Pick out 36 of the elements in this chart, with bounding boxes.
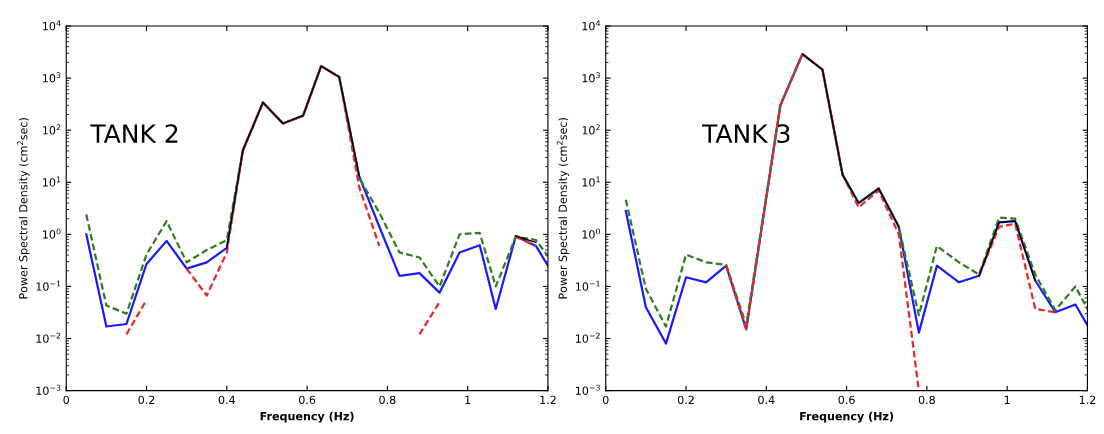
y-tick-label: 10$^{−3}$ xyxy=(36,384,61,395)
y-tick-label: 10$^{2}$ xyxy=(43,124,61,135)
y-tick-label: 10$^{0}$ xyxy=(582,228,600,239)
annotation: TANK 2 xyxy=(90,124,178,143)
x-axis-title: Frequency (Hz) xyxy=(260,411,354,423)
y-tick-label: 10$^{3}$ xyxy=(582,72,600,83)
x-tick-label: 0.8 xyxy=(379,395,396,405)
y-tick-label: 10$^{−3}$ xyxy=(575,384,600,395)
y-tick-label: 10$^{0}$ xyxy=(43,228,61,239)
y-tick-label: 10$^{−2}$ xyxy=(36,332,61,343)
x-tick-label: 0 xyxy=(63,395,70,405)
x-axis-title: Frequency (Hz) xyxy=(800,411,894,423)
y-axis-title: Power Spectral Density (cm$^{2}$sec) xyxy=(556,118,570,299)
y-tick-label: 10$^{1}$ xyxy=(582,176,600,187)
x-tick-label: 0 xyxy=(602,395,609,405)
x-tick-label: 1 xyxy=(465,395,471,404)
y-tick-label: 10$^{1}$ xyxy=(43,176,61,187)
x-tick-label: 0.6 xyxy=(838,395,855,405)
y-tick-label: 10$^{4}$ xyxy=(582,20,601,31)
x-tick-label: 0.6 xyxy=(298,395,316,405)
x-tick-label: 0.2 xyxy=(677,395,694,405)
x-tick-label: 0.8 xyxy=(918,395,935,405)
y-tick-label: 10$^{4}$ xyxy=(43,20,61,31)
x-tick-label: 1 xyxy=(1004,395,1010,404)
y-tick-label: 10$^{−1}$ xyxy=(575,280,600,291)
annotation: TANK 3 xyxy=(702,124,790,144)
y-tick-label: 10$^{−1}$ xyxy=(36,280,61,291)
y-tick-label: 10$^{3}$ xyxy=(43,72,61,83)
x-tick-label: 0.4 xyxy=(218,395,236,405)
y-tick-label: 10$^{2}$ xyxy=(582,124,600,135)
x-tick-label: 0.4 xyxy=(758,395,775,405)
y-tick-label: 10$^{−2}$ xyxy=(575,332,600,343)
x-tick-label: 1.2 xyxy=(1079,395,1096,404)
x-tick-label: 0.2 xyxy=(138,395,155,405)
x-tick-label: 1.2 xyxy=(540,395,556,404)
y-axis-title: Power Spectral Density (cm$^{2}$sec) xyxy=(17,118,30,299)
